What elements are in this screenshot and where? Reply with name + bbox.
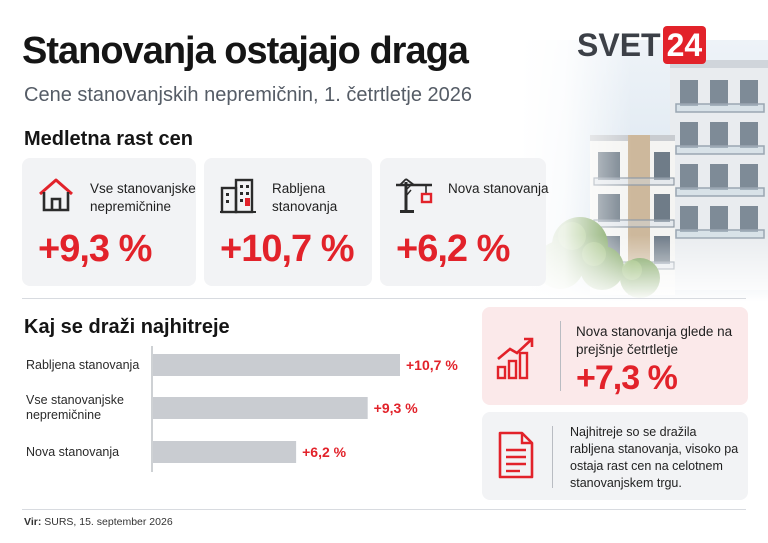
- chart-bar: [153, 397, 368, 419]
- building-illustration: [520, 40, 768, 305]
- stat-card-new-apartments: Nova stanovanja +6,2 %: [380, 158, 549, 286]
- stat-card-value: +9,3 %: [38, 228, 152, 270]
- source-text: SURS, 15. september 2026: [44, 516, 173, 528]
- logo-text: SVET: [577, 26, 661, 63]
- stat-card-value: +6,2 %: [396, 228, 510, 270]
- footer-divider: [22, 509, 746, 510]
- document-icon: [498, 431, 534, 479]
- bar-chart: Rabljena stanovanja +10,7 % Vse stanovanjs…: [26, 346, 458, 472]
- construction-crane-icon: [396, 178, 433, 213]
- panel-separator: [552, 426, 553, 488]
- source-note: Vir: SURS, 15. september 2026: [24, 516, 173, 528]
- summary-text: Najhitreje so se dražila rabljena stanov…: [570, 425, 739, 490]
- chart-bar: [153, 441, 297, 463]
- stat-card-label: Nova stanovanja: [448, 181, 549, 196]
- quarterly-change-panel: Nova stanovanja glede na prejšnje četrtl…: [482, 307, 748, 405]
- chart-category-label: Vse stanovanjske nepremičnine: [26, 393, 124, 422]
- summary-panel: Najhitreje so se dražila rabljena stanov…: [482, 412, 748, 500]
- stat-card-used-apartments: Rabljena stanovanja +10,7 %: [204, 158, 372, 286]
- stat-card-value: +10,7 %: [220, 228, 354, 270]
- chart-bar: [153, 354, 400, 376]
- growth-chart-icon: [496, 337, 534, 380]
- apartment-building-icon: [220, 178, 256, 214]
- panel-separator: [560, 321, 561, 391]
- chart-value-label: +9,3 %: [374, 400, 419, 416]
- section-title-fastest-growth: Kaj se draži najhitreje: [24, 316, 230, 338]
- page-subtitle: Cene stanovanjskih nepremičnin, 1. četrt…: [24, 84, 473, 106]
- logo-badge: 24: [662, 26, 707, 64]
- page-title: Stanovanja ostajajo draga: [22, 30, 469, 72]
- stat-card-all-properties: Vse stanovanjske nepremičnine +9,3 %: [22, 158, 196, 286]
- chart-category-label: Rabljena stanovanja: [26, 358, 139, 372]
- section-title-yearly-growth: Medletna rast cen: [24, 128, 193, 150]
- chart-category-label: Nova stanovanja: [26, 445, 119, 459]
- chart-value-label: +10,7 %: [406, 357, 458, 373]
- section-divider: [22, 298, 746, 299]
- panel-description: Nova stanovanja glede na prejšnje četrtl…: [576, 324, 733, 357]
- brand-logo: SVET 24: [577, 26, 707, 64]
- stat-card-label: Rabljena stanovanja: [272, 181, 338, 214]
- stat-card-label: Vse stanovanjske nepremičnine: [90, 181, 196, 214]
- source-label: Vir:: [24, 516, 42, 528]
- house-icon: [39, 178, 73, 212]
- chart-value-label: +6,2 %: [302, 444, 347, 460]
- panel-value: +7,3 %: [576, 359, 678, 397]
